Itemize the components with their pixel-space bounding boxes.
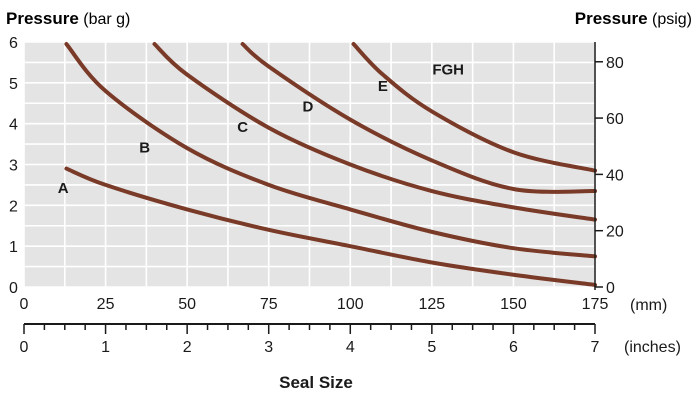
x-tick-label-mm: 150 — [500, 296, 527, 313]
x-tick-label-mm: 100 — [337, 296, 364, 313]
x-tick-label-inches: 7 — [591, 339, 600, 356]
x-axis-title: Seal Size — [279, 373, 353, 392]
y-tick-label-bar: 2 — [9, 198, 18, 215]
curve-label-b: B — [139, 139, 150, 156]
x-tick-label-mm: 50 — [178, 296, 196, 313]
x-tick-label-mm: 75 — [260, 296, 278, 313]
x-tick-label-inches: 0 — [20, 339, 29, 356]
y-tick-label-psig: 80 — [606, 55, 624, 72]
x-unit-inches: (inches) — [624, 339, 681, 356]
curve-label-a: A — [58, 180, 69, 197]
series-line-a — [64, 166, 597, 287]
y-tick-label-bar: 3 — [9, 158, 18, 175]
x-tick-label-mm: 25 — [97, 296, 115, 313]
y-tick-label-psig: 20 — [606, 224, 624, 241]
curve-series — [64, 42, 597, 287]
curve-label-d: D — [302, 98, 313, 115]
y-tick-label-bar: 1 — [9, 239, 18, 256]
x-unit-mm: (mm) — [630, 297, 667, 314]
right-axis-title: Pressure (psig) — [575, 9, 692, 28]
y-tick-label-bar: 5 — [9, 76, 18, 93]
curve-label-fgh: FGH — [432, 62, 464, 79]
x-tick-label-inches: 1 — [101, 339, 110, 356]
x-tick-label-inches: 2 — [183, 339, 192, 356]
y-tick-label-psig: 60 — [606, 111, 624, 128]
x-tick-label-mm: 0 — [20, 296, 29, 313]
y-tick-label-bar: 0 — [9, 280, 18, 297]
left-axis-title: Pressure (bar g) — [6, 9, 130, 28]
x-tick-label-inches: 5 — [427, 339, 436, 356]
curve-label-e: E — [378, 78, 388, 95]
x-tick-label-mm: 175 — [582, 296, 609, 313]
y-tick-label-bar: 6 — [9, 35, 18, 52]
series-line-c — [152, 42, 597, 222]
x-tick-label-inches: 4 — [346, 339, 355, 356]
x-tick-label-inches: 6 — [509, 339, 518, 356]
series-line-b — [64, 42, 597, 259]
y-tick-label-psig: 40 — [606, 167, 624, 184]
series-line-e — [351, 42, 597, 173]
y-tick-label-bar: 4 — [9, 117, 18, 134]
series-line-d — [240, 42, 597, 194]
x-tick-label-inches: 3 — [264, 339, 273, 356]
curve-labels: A B C D E FGH — [58, 62, 464, 197]
y-tick-label-psig: 0 — [606, 280, 615, 297]
curve-label-c: C — [237, 119, 248, 136]
x-tick-label-mm: 125 — [419, 296, 446, 313]
